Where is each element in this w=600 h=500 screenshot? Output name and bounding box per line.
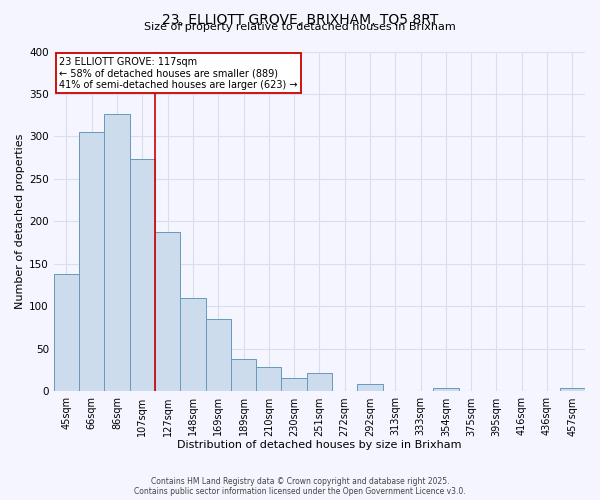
Bar [54,274,79,392]
Text: Size of property relative to detached houses in Brixham: Size of property relative to detached ho… [144,22,456,32]
Bar [104,114,130,392]
Y-axis label: Number of detached properties: Number of detached properties [15,134,25,309]
Bar [560,388,585,392]
Bar [231,359,256,392]
Bar [155,232,180,392]
Text: 23, ELLIOTT GROVE, BRIXHAM, TQ5 8RT: 23, ELLIOTT GROVE, BRIXHAM, TQ5 8RT [162,12,438,26]
Bar [79,132,104,392]
X-axis label: Distribution of detached houses by size in Brixham: Distribution of detached houses by size … [177,440,461,450]
Bar [433,388,458,392]
Text: Contains HM Land Registry data © Crown copyright and database right 2025.
Contai: Contains HM Land Registry data © Crown c… [134,476,466,496]
Bar [206,319,231,392]
Bar [509,390,535,392]
Bar [281,378,307,392]
Bar [358,384,383,392]
Text: 23 ELLIOTT GROVE: 117sqm
← 58% of detached houses are smaller (889)
41% of semi-: 23 ELLIOTT GROVE: 117sqm ← 58% of detach… [59,56,298,90]
Bar [256,367,281,392]
Bar [180,298,206,392]
Bar [307,373,332,392]
Bar [130,160,155,392]
